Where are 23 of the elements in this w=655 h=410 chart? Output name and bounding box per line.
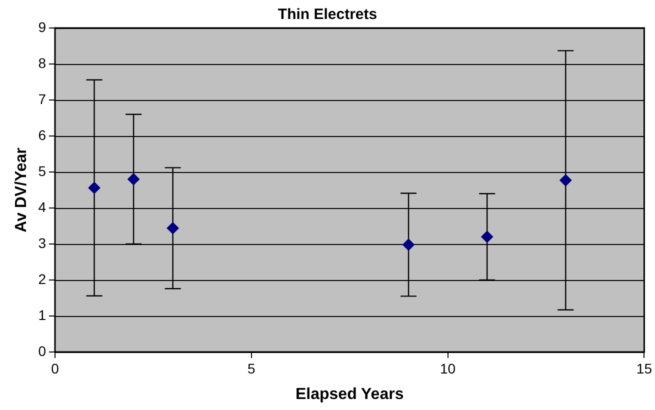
y-tick-label: 0 bbox=[38, 342, 46, 359]
x-tick-label: 5 bbox=[247, 360, 256, 376]
y-tick-label: 4 bbox=[38, 198, 46, 215]
y-tick-label: 1 bbox=[38, 306, 46, 323]
y-tick-label: 5 bbox=[38, 162, 46, 179]
y-tick-label: 3 bbox=[38, 234, 46, 251]
y-tick-label: 6 bbox=[38, 126, 46, 143]
y-tick-label: 8 bbox=[38, 54, 46, 71]
point bbox=[166, 222, 179, 234]
x-axis-title: Elapsed Years bbox=[295, 386, 404, 403]
y-tick-label: 2 bbox=[38, 270, 46, 287]
chart-title: Thin Electrets bbox=[278, 6, 378, 24]
x-tick-label: 10 bbox=[440, 360, 456, 376]
point bbox=[88, 182, 100, 194]
y-tick-label: 9 bbox=[38, 18, 46, 35]
y-axis-title: Av DV/Year bbox=[13, 148, 30, 232]
point bbox=[560, 174, 572, 186]
y-tick-label: 7 bbox=[38, 90, 46, 107]
point bbox=[128, 173, 140, 186]
point bbox=[481, 230, 494, 243]
x-tick-label: 0 bbox=[51, 360, 60, 376]
point bbox=[402, 238, 415, 251]
x-tick-label: 15 bbox=[636, 360, 652, 376]
